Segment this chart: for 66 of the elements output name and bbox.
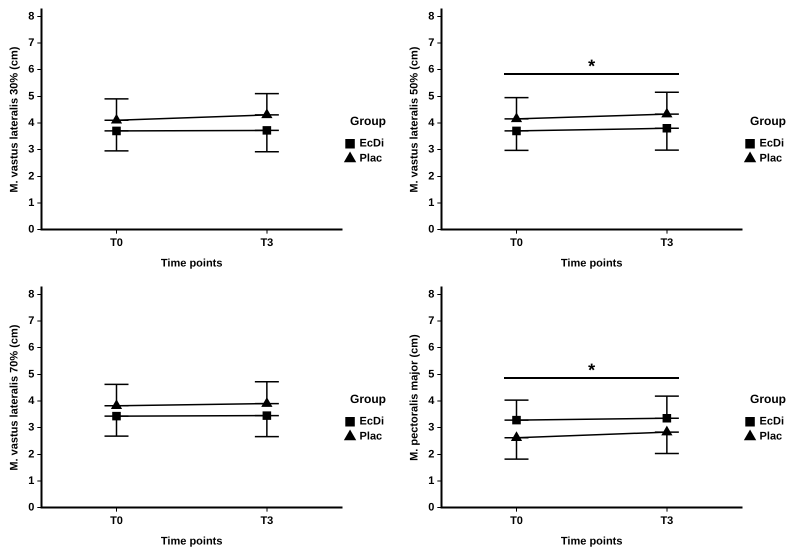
y-tick-label: 8 [428, 288, 434, 300]
y-tick-label: 7 [428, 36, 434, 49]
y-tick-label: 8 [28, 288, 34, 300]
y-tick-label: 2 [428, 170, 434, 182]
legend-label: EcDi [760, 138, 784, 150]
y-tick-label: 4 [428, 394, 436, 407]
y-tick-label: 2 [28, 448, 34, 460]
x-axis-title: Time points [560, 535, 622, 548]
y-axis-title: M. vastus lateralis 30% (cm) [8, 46, 21, 193]
legend-label: Plac [360, 152, 382, 165]
y-tick-label: 3 [28, 144, 34, 156]
y-tick-label: 5 [428, 368, 434, 380]
legend-label: EcDi [360, 416, 384, 428]
legend-label: Plac [760, 152, 782, 165]
legend-label: EcDi [360, 138, 384, 150]
y-tick-label: 4 [28, 394, 36, 407]
x-axis-title: Time points [560, 257, 622, 270]
x-tick-label: T0 [110, 515, 123, 528]
y-axis-title: M. vastus lateralis 70% (cm) [8, 324, 21, 471]
x-axis-title: Time points [160, 257, 222, 270]
y-tick-label: 3 [428, 144, 434, 156]
y-tick-label: 3 [28, 422, 34, 434]
y-tick-label: 0 [28, 502, 34, 514]
x-tick-label: T3 [660, 515, 674, 528]
y-tick-label: 8 [28, 10, 34, 22]
y-tick-label: 3 [428, 422, 434, 434]
y-tick-label: 6 [28, 342, 34, 354]
y-tick-label: 7 [28, 36, 34, 49]
y-tick-label: 0 [428, 502, 434, 514]
y-tick-label: 5 [428, 90, 434, 102]
legend-label: EcDi [760, 416, 784, 428]
y-tick-label: 6 [428, 342, 434, 354]
y-axis-title: M. vastus lateralis 50% (cm) [408, 46, 421, 193]
x-tick-label: T3 [260, 515, 274, 528]
y-tick-label: 5 [28, 368, 34, 380]
legend-title: Group [750, 114, 786, 128]
x-tick-label: T0 [110, 237, 123, 250]
x-tick-label: T0 [510, 515, 523, 528]
y-tick-label: 6 [428, 64, 434, 76]
y-axis-title: M. pectoralis major (cm) [408, 334, 421, 461]
legend-label: Plac [760, 430, 782, 443]
legend-title: Group [350, 114, 386, 128]
y-tick-label: 1 [28, 474, 34, 487]
y-tick-label: 0 [428, 224, 434, 236]
annotation: * [588, 56, 596, 76]
x-tick-label: T0 [510, 237, 523, 250]
y-tick-label: 2 [28, 170, 34, 182]
y-tick-label: 6 [28, 64, 34, 76]
y-tick-label: 7 [428, 314, 434, 327]
y-tick-label: 0 [28, 224, 34, 236]
y-tick-label: 1 [28, 196, 34, 209]
y-tick-label: 5 [28, 90, 34, 102]
y-tick-label: 2 [428, 448, 434, 460]
y-tick-label: 7 [28, 314, 34, 327]
y-tick-label: 4 [428, 116, 436, 129]
legend-title: Group [350, 392, 386, 406]
annotation: * [588, 360, 596, 380]
y-tick-label: 1 [428, 196, 434, 209]
y-tick-label: 8 [428, 10, 434, 22]
y-tick-label: 1 [428, 474, 434, 487]
x-axis-title: Time points [160, 535, 222, 548]
legend-title: Group [750, 392, 786, 406]
y-tick-label: 4 [28, 116, 36, 129]
x-tick-label: T3 [260, 237, 274, 250]
x-tick-label: T3 [660, 237, 674, 250]
legend-label: Plac [360, 430, 382, 443]
